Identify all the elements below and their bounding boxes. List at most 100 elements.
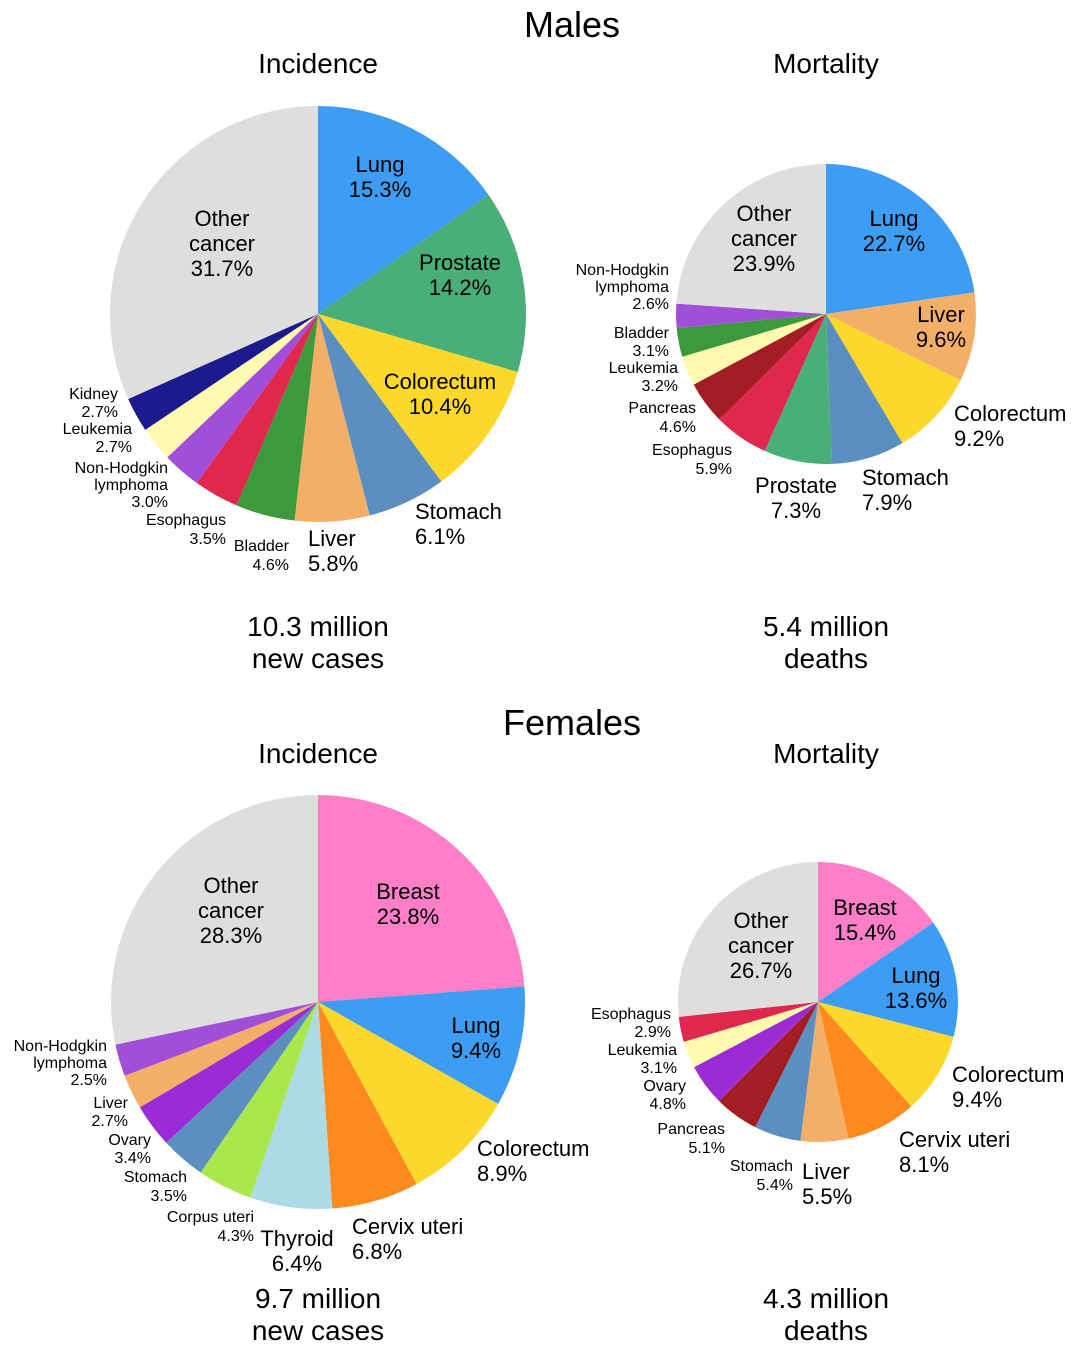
females-incidence-label-thyroid: Thyroid 6.4% (260, 1226, 333, 1276)
males-incidence-label-leukemia: Leukemia 2.7% (63, 421, 132, 456)
males-mortality-total-unit: deaths (783, 643, 869, 674)
females-mortality-label-other-cancer: Other cancer 26.7% (728, 908, 794, 983)
females-mortality-pie: Breast 15.4% Lung 13.6%Colorectum 9.4% Cervix… (591, 862, 1064, 1209)
males-incidence-total: 10.3 million new cases (247, 611, 389, 675)
males-incidence-label-kidney: Kidney 2.7% (69, 386, 118, 421)
males-incidence-slice-kidney (128, 314, 318, 430)
males-incidence-slice-lung (318, 106, 489, 314)
males-incidence-label-non-hodgkin-lymphoma: Non-Hodgkin lymphoma 3.0% (75, 460, 168, 511)
females-heading: Females (502, 702, 642, 743)
females-mortality-label-esophagus: Esophagus 2.9% (591, 1006, 671, 1041)
females-mortality-slice-liver (800, 1002, 849, 1143)
females-incidence-label-stomach: Stomach 3.5% (124, 1169, 187, 1205)
females-incidence-title: Incidence (258, 738, 378, 769)
females-incidence-slice-non-hodgkin-lymphoma (115, 1002, 319, 1076)
males-incidence-label-bladder: Bladder 4.6% (234, 538, 290, 574)
females-mortality-slice-stomach (755, 1002, 818, 1141)
males-incidence-label-colorectum: Colorectum 10.4% (384, 369, 496, 419)
females-mortality-label-liver: Liver 5.5% (802, 1159, 852, 1209)
males-mortality-label-pancreas: Pancreas 4.6% (628, 400, 696, 436)
females-mortality-label-cervix-uteri: Cervix uteri 8.1% (899, 1127, 1010, 1177)
females-mortality-slice-pancreas (719, 1002, 818, 1128)
males-mortality-slice-liver (826, 292, 977, 381)
females-mortality-total: 4.3 million deaths (763, 1283, 889, 1347)
females-mortality-label-leukemia: Leukemia 3.1% (608, 1042, 677, 1077)
females-incidence-total-unit: new cases (251, 1315, 385, 1346)
males-incidence-slice-colorectum (318, 314, 518, 482)
males-mortality-label-bladder: Bladder 3.1% (614, 325, 670, 360)
females-incidence-slice-liver (124, 1002, 318, 1108)
males-mortality-pie: Lung 22.7% Liver 9.6% Colorectum 9.2%Stomach 7… (576, 164, 1066, 523)
females-incidence-pie: Breast 23.8% Lung 9.4% Colorectum 8.9% Cervix … (14, 795, 589, 1276)
males-heading: Males (523, 4, 621, 45)
females-incidence-label-ovary: Ovary 3.4% (108, 1132, 151, 1167)
males-mortality-label-lung: Lung 22.7% (863, 206, 925, 256)
males-incidence-label-lung: Lung 15.3% (349, 152, 411, 202)
males-mortality-slice-non-hodgkin-lymphoma (676, 303, 826, 329)
females-incidence-label-corpus-uteri: Corpus uteri 4.3% (167, 1209, 254, 1245)
females-incidence-label-other-cancer: Other cancer 28.3% (198, 873, 264, 948)
males-mortality-label-esophagus: Esophagus 5.9% (652, 442, 732, 478)
males-incidence-slice-non-hodgkin-lymphoma (167, 314, 318, 484)
males-mortality-total: 5.4 million deaths (763, 611, 889, 675)
females-mortality-slice-lung (818, 922, 958, 1037)
females-mortality-slice-other-cancer (678, 862, 818, 1017)
males-incidence-label-liver: Liver 5.8% (308, 526, 358, 576)
females-incidence-total: 9.7 million new cases (252, 1283, 384, 1347)
females-incidence-slice-corpus-uteri (200, 1002, 318, 1198)
males-mortality-label-prostate: Prostate 7.3% (755, 473, 837, 523)
females-mortality-label-ovary: Ovary 4.8% (643, 1078, 686, 1113)
females-incidence-slice-breast (318, 795, 525, 1002)
females-incidence-slice-other-cancer (110, 795, 319, 1045)
females-mortality-label-colorectum: Colorectum 9.4% (952, 1062, 1064, 1112)
males-incidence-slice-bladder (236, 314, 318, 521)
females-mortality-total-value: 4.3 million (762, 1283, 890, 1314)
females-incidence-slice-colorectum (318, 1002, 499, 1185)
females-incidence-label-colorectum: Colorectum 8.9% (477, 1136, 589, 1186)
males-incidence-slice-prostate (318, 194, 526, 373)
males-mortality-slice-colorectum (826, 314, 961, 444)
females-mortality-slice-colorectum (818, 1002, 954, 1107)
males-mortality-slice-stomach (826, 314, 903, 464)
females-mortality-label-pancreas: Pancreas 5.1% (657, 1121, 725, 1157)
males-mortality-slice-prostate (764, 314, 832, 464)
females-mortality-label-lung: Lung 13.6% (885, 963, 947, 1013)
females-incidence-slice-cervix-uteri (318, 1002, 417, 1209)
males-incidence-slice-esophagus (196, 314, 318, 506)
males-mortality-label-non-hodgkin-lymphoma: Non-Hodgkin lymphoma 2.6% (576, 262, 669, 313)
females-mortality-slice-ovary (694, 1002, 818, 1101)
females-mortality-title: Mortality (773, 738, 879, 769)
males-mortality-label-stomach: Stomach 7.9% (862, 465, 949, 515)
females-incidence-slice-ovary (139, 1002, 318, 1143)
males-incidence-slice-other-cancer (109, 106, 318, 399)
females-incidence-label-non-hodgkin-lymphoma: Non-Hodgkin lymphoma 2.5% (14, 1038, 107, 1089)
males-incidence-label-stomach: Stomach 6.1% (415, 499, 502, 549)
males-incidence-slice-leukemia (145, 314, 318, 458)
females-mortality-label-breast: Breast 15.4% (833, 895, 897, 945)
males-incidence-label-prostate: Prostate 14.2% (419, 250, 501, 300)
females-incidence-label-lung: Lung 9.4% (451, 1013, 501, 1063)
females-incidence-label-liver: Liver 2.7% (92, 1095, 129, 1130)
males-mortality-slice-leukemia (682, 314, 826, 385)
males-mortality-slice-pancreas (693, 314, 826, 420)
males-incidence-pie: Lung 15.3%Prostate 14.2% Colorectum 10.4% Sto… (63, 106, 526, 576)
females-incidence-slice-thyroid (250, 1002, 333, 1210)
females-incidence-label-breast: Breast 23.8% (376, 879, 440, 929)
females-mortality-label-stomach: Stomach 5.4% (730, 1158, 793, 1194)
males-mortality-label-colorectum: Colorectum 9.2% (954, 401, 1066, 451)
males-mortality-label-liver: Liver 9.6% (916, 302, 966, 352)
males-mortality-slice-bladder (676, 314, 826, 357)
females-mortality-slice-cervix-uteri (818, 1002, 912, 1139)
males-incidence-total-unit: new cases (251, 643, 385, 674)
males-incidence-label-other-cancer: Other cancer 31.7% (189, 206, 255, 281)
females-incidence-label-cervix-uteri: Cervix uteri 6.8% (352, 1214, 463, 1264)
males-mortality-slice-lung (826, 164, 975, 314)
males-mortality-label-other-cancer: Other cancer 23.9% (731, 201, 797, 276)
males-incidence-total-value: 10.3 million (247, 611, 389, 642)
males-incidence-title: Incidence (258, 48, 378, 79)
males-incidence-label-esophagus: Esophagus 3.5% (146, 512, 226, 548)
females-mortality-slice-breast (818, 862, 934, 1002)
males-mortality-title: Mortality (773, 48, 879, 79)
